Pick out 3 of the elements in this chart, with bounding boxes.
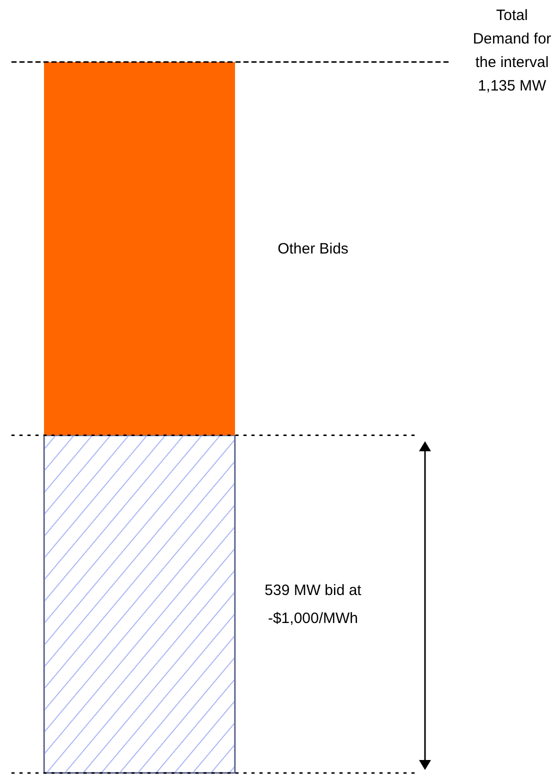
- ref-line-label: Total Demand for the interval 1,135 MW: [472, 7, 552, 94]
- series-label: 539 MW bid at -$1,000/MWh: [264, 582, 362, 628]
- text: Other Bids: [278, 240, 348, 258]
